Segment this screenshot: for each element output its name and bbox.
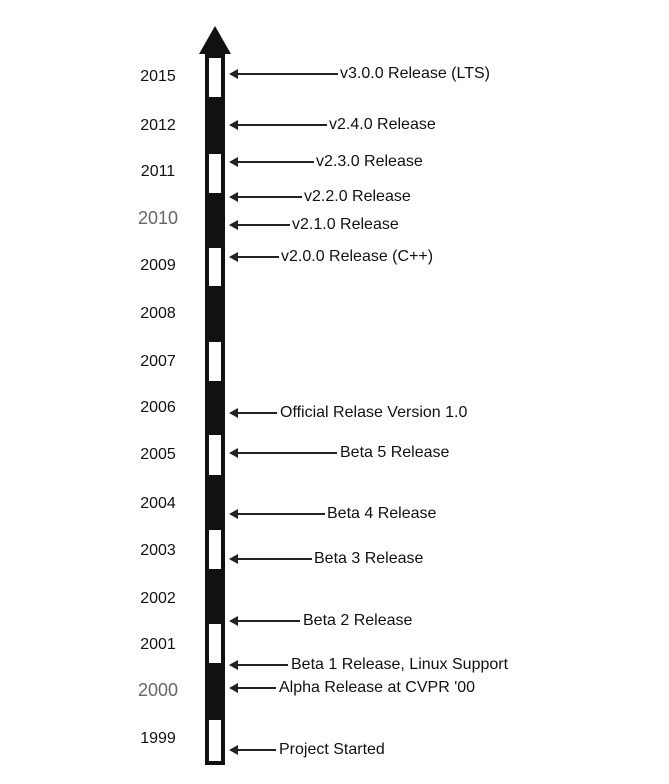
year-label: 2009 <box>140 257 176 274</box>
event-label: Beta 4 Release <box>327 505 437 522</box>
timeline-segment <box>205 54 225 101</box>
event-arrow-line <box>237 224 290 226</box>
event-arrow-line <box>237 412 277 414</box>
event-arrow-line <box>237 664 288 666</box>
year-label: 2002 <box>140 590 176 607</box>
arrowhead-icon <box>229 745 238 755</box>
year-label: 2007 <box>140 353 176 370</box>
event-label: v3.0.0 Release (LTS) <box>340 65 490 82</box>
timeline-segment <box>205 338 225 385</box>
event-arrow-line <box>237 256 279 258</box>
event-arrow-line <box>237 620 300 622</box>
event-arrow-line <box>237 452 337 454</box>
year-label: 2003 <box>140 542 176 559</box>
arrowhead-icon <box>229 69 238 79</box>
event-arrow-line <box>237 124 327 126</box>
event-label: v2.0.0 Release (C++) <box>281 248 434 265</box>
timeline-segment <box>205 479 225 526</box>
year-label: 2005 <box>140 446 176 463</box>
arrowhead-icon <box>229 192 238 202</box>
timeline-up-arrow-icon <box>199 26 231 54</box>
timeline-segment <box>205 526 225 573</box>
arrowhead-icon <box>229 554 238 564</box>
event-label: Beta 2 Release <box>303 612 413 629</box>
timeline-segment <box>205 197 225 244</box>
event-label: Beta 1 Release, Linux Support <box>291 656 509 673</box>
timeline-segment <box>205 244 225 290</box>
arrowhead-icon <box>229 408 238 418</box>
arrowhead-icon <box>229 448 238 458</box>
year-label: 2011 <box>140 163 176 180</box>
year-label: 2001 <box>140 636 176 653</box>
timeline-segment <box>205 667 225 716</box>
timeline-segment <box>205 290 225 338</box>
event-label: v2.4.0 Release <box>329 116 436 133</box>
event-arrow-line <box>237 558 312 560</box>
event-arrow-line <box>237 513 325 515</box>
event-arrow-line <box>237 749 276 751</box>
timeline-segment <box>205 716 225 765</box>
arrowhead-icon <box>229 120 238 130</box>
arrowhead-icon <box>229 683 238 693</box>
year-label: 2012 <box>140 117 176 134</box>
arrowhead-icon <box>229 252 238 262</box>
arrowhead-icon <box>229 157 238 167</box>
event-arrow-line <box>237 196 302 198</box>
year-label: 2006 <box>140 399 176 416</box>
arrowhead-icon <box>229 220 238 230</box>
arrowhead-icon <box>229 660 238 670</box>
arrowhead-icon <box>229 509 238 519</box>
year-label: 2008 <box>140 305 176 322</box>
event-label: Official Relase Version 1.0 <box>280 404 468 421</box>
event-label: Project Started <box>279 741 385 758</box>
event-label: v2.3.0 Release <box>316 153 423 170</box>
year-label: 2000 <box>137 680 179 700</box>
event-label: Beta 5 Release <box>340 444 450 461</box>
event-label: Beta 3 Release <box>314 550 424 567</box>
year-label: 1999 <box>140 730 176 747</box>
year-label: 2015 <box>140 68 176 85</box>
timeline-segment <box>205 620 225 667</box>
timeline-segment <box>205 573 225 620</box>
timeline-segment <box>205 431 225 479</box>
timeline-segment <box>205 385 225 431</box>
timeline-segment <box>205 101 225 150</box>
event-label: Alpha Release at CVPR '00 <box>279 679 476 696</box>
event-arrow-line <box>237 687 276 689</box>
event-label: v2.1.0 Release <box>292 216 399 233</box>
arrowhead-icon <box>229 616 238 626</box>
event-arrow-line <box>237 161 314 163</box>
year-label: 2010 <box>137 208 179 228</box>
year-label: 2004 <box>140 495 176 512</box>
timeline-segment <box>205 150 225 197</box>
event-arrow-line <box>237 73 338 75</box>
event-label: v2.2.0 Release <box>304 188 411 205</box>
